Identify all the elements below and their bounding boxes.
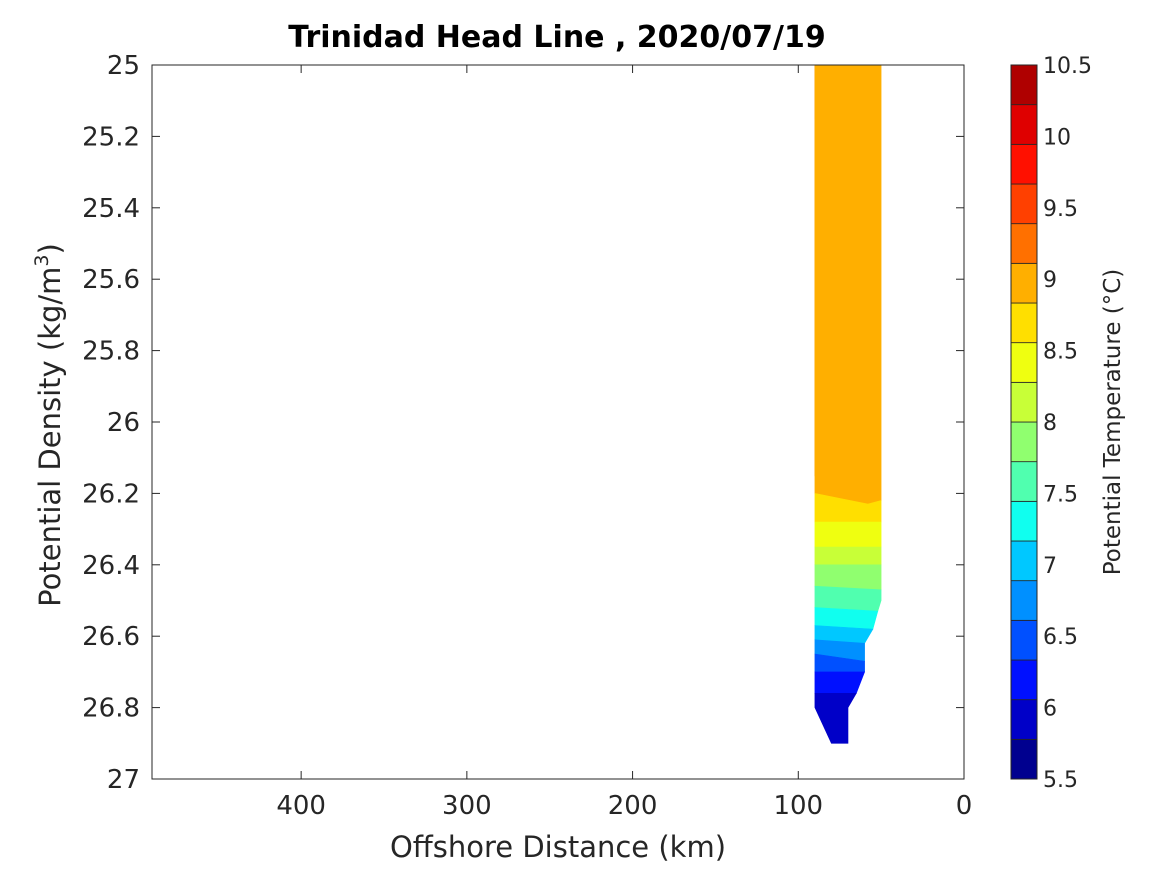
y-tick-label-5: 26 [107, 408, 140, 438]
colorbar-tick-label-1: 6 [1043, 697, 1057, 722]
colorbar-segment-7 [1010, 461, 1038, 502]
colorbar-tick-label-3: 7 [1043, 554, 1057, 579]
y-tick-label-4: 25.8 [82, 337, 140, 367]
y-tick-label-10: 27 [107, 765, 140, 795]
colorbar-label: Potential Temperature (°C) [1100, 269, 1126, 576]
colorbar-segment-17 [1010, 64, 1038, 106]
contour-band-7 [814, 546, 882, 566]
x-tick-label-0: 400 [276, 791, 326, 821]
colorbar-segment-10 [1010, 342, 1038, 383]
contour-band-9 [814, 585, 882, 612]
colorbar-segment-12 [1010, 262, 1038, 304]
colorbar-segment-6 [1010, 500, 1038, 542]
plot-area: 25 25.2 25.4 25.6 25.8 26 26.2 26.4 26.6 26.8 27 4… [82, 51, 972, 821]
colorbar-segment-8 [1010, 421, 1038, 463]
colorbar-tick-label-2: 6.5 [1043, 625, 1078, 650]
x-axis-ticks: 400 300 200 100 0 [276, 65, 972, 821]
y-tick-label-0: 25 [107, 51, 140, 81]
contour-band-4 [814, 64, 882, 505]
y-tick-label-7: 26.4 [82, 551, 140, 581]
colorbar-tick-label-6: 8.5 [1043, 340, 1078, 365]
contour-bands [814, 64, 882, 744]
colorbar-segment-3 [1010, 619, 1038, 661]
colorbar-segment-16 [1010, 104, 1038, 145]
colorbar-segment-1 [1010, 699, 1038, 740]
x-tick-label-2: 200 [608, 791, 658, 821]
x-tick-label-3: 100 [773, 791, 823, 821]
y-tick-label-2: 25.4 [82, 194, 140, 224]
contour-band-15 [814, 692, 857, 744]
colorbar-segment-2 [1010, 659, 1038, 701]
y-axis-label-superscript: 3 [31, 254, 53, 266]
contour-band-14 [814, 671, 866, 694]
y-axis-label-tail: ) [33, 243, 67, 254]
colorbar-segment-4 [1010, 580, 1038, 621]
x-tick-label-1: 300 [442, 791, 492, 821]
y-tick-label-8: 26.6 [82, 622, 140, 652]
x-axis-label: Offshore Distance (km) [390, 830, 726, 864]
colorbar-segment-0 [1010, 738, 1038, 780]
colorbar-tick-label-5: 8 [1043, 411, 1057, 436]
contour-band-5 [814, 493, 882, 523]
y-axis-label: Potential Density (kg/m3) [31, 243, 67, 607]
colorbar-frame [1010, 64, 1038, 780]
colorbar [1010, 64, 1038, 780]
colorbar-tick-label-8: 9.5 [1043, 197, 1078, 222]
y-tick-label-1: 25.2 [82, 122, 140, 152]
colorbar-segment-15 [1010, 143, 1038, 185]
colorbar-segment-13 [1010, 223, 1038, 264]
colorbar-ticks: 5.5 6 6.5 7 7.5 8 8.5 9 9.5 10 10.5 [1043, 54, 1092, 793]
x-tick-label-4: 0 [956, 791, 973, 821]
colorbar-tick-label-0: 5.5 [1043, 768, 1078, 793]
colorbar-segment-9 [1010, 381, 1038, 423]
colorbar-tick-label-9: 10 [1043, 125, 1071, 150]
colorbar-segment-14 [1010, 183, 1038, 225]
colorbar-segment-5 [1010, 540, 1038, 582]
y-tick-label-9: 26.8 [82, 694, 140, 724]
y-tick-label-3: 25.6 [82, 265, 140, 295]
y-tick-label-6: 26.2 [82, 479, 140, 509]
contour-band-8 [814, 564, 882, 591]
colorbar-tick-label-10: 10.5 [1043, 54, 1092, 79]
y-axis-ticks: 25 25.2 25.4 25.6 25.8 26 26.2 26.4 26.6 26.8 27 [82, 51, 964, 795]
y-axis-label-main: Potential Density (kg/m [33, 267, 67, 607]
colorbar-segment-11 [1010, 302, 1038, 344]
contour-band-6 [814, 521, 882, 548]
colorbar-tick-label-7: 9 [1043, 268, 1057, 293]
chart-title: Trinidad Head Line , 2020/07/19 [288, 20, 825, 55]
colorbar-tick-label-4: 7.5 [1043, 482, 1078, 507]
